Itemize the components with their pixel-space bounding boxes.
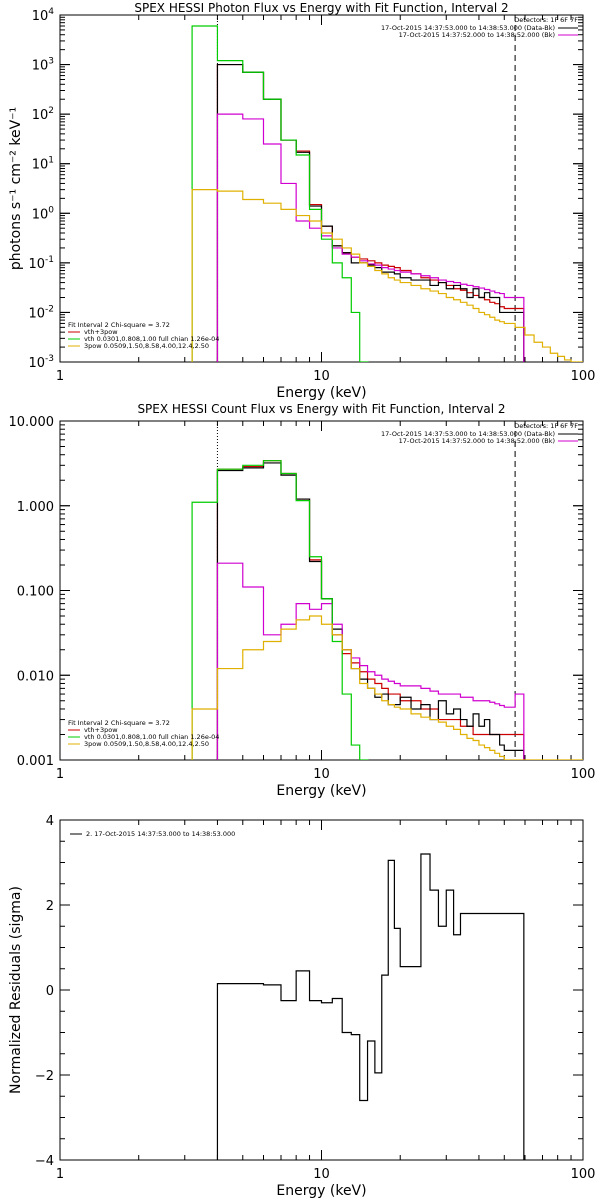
- y-axis-label: photons s⁻¹ cm⁻² keV⁻¹: [8, 107, 24, 270]
- legend-entry: 17-Oct-2015 14:37:53.000 to 14:38:53.000…: [381, 430, 555, 438]
- series-3pow: [191, 189, 583, 362]
- series-vth: [191, 460, 369, 760]
- legend-entry: vth+3pow: [84, 328, 118, 336]
- y-tick-label: 10-2: [28, 304, 54, 321]
- x-tick-label: 1: [56, 767, 64, 782]
- legend-entry: 3pow 0.0509,1.50,8.58,4.00,12.4,2.50: [84, 342, 209, 350]
- y-tick-label: −4: [35, 1154, 54, 1169]
- y-tick-label: 101: [32, 156, 54, 173]
- y-axis-label: Normalized Residuals (sigma): [8, 886, 24, 1094]
- y-tick-label: 1.000: [17, 500, 54, 515]
- legend-header: Fit Interval 2 Chi-square = 3.72: [68, 719, 170, 727]
- x-tick-label: 100: [571, 369, 596, 384]
- y-tick-label: 0: [46, 984, 54, 999]
- x-tick-label: 10: [313, 767, 330, 782]
- y-tick-label: 2: [46, 899, 54, 914]
- y-tick-label: 0.001: [17, 754, 54, 769]
- legend-entry: 3pow 0.0509,1.50,8.58,4.00,12.4,2.50: [84, 740, 209, 748]
- y-tick-label: 4: [46, 814, 54, 829]
- plot-frame: [59, 819, 584, 1161]
- plot-frame: [59, 14, 584, 363]
- x-tick-label: 1: [56, 369, 64, 384]
- series-2-17-oct-2015-14-37-53-000-to-14-38-53-000: [216, 853, 525, 1160]
- legend-header: Detectors: 1F 6F 7F: [514, 422, 578, 430]
- legend-header: Detectors: 1F 6F 7F: [514, 16, 578, 24]
- y-tick-label: 0.100: [17, 585, 54, 600]
- legend-entry: 17-Oct-2015 14:37:52.000 to 14:38:52.000…: [399, 437, 555, 445]
- legend-entry: 17-Oct-2015 14:37:52.000 to 14:38:52.000…: [399, 31, 555, 39]
- y-tick-label: 102: [32, 106, 54, 123]
- series-data-bk: [216, 63, 525, 362]
- x-axis-label: Energy (keV): [276, 385, 366, 401]
- x-tick-label: 10: [313, 369, 330, 384]
- y-tick-label: 104: [32, 7, 55, 24]
- series-vth: [191, 25, 369, 362]
- legend-entry: vth+3pow: [84, 726, 118, 734]
- y-tick-label: 103: [32, 57, 54, 74]
- chart-panel-3: 1 10 100 Energy (keV) −4 −2 0 2 4 Normalized Resi…: [8, 814, 595, 1199]
- x-tick-label: 100: [571, 1167, 596, 1182]
- y-tick-label: 10-3: [28, 354, 54, 371]
- y-tick-label: −2: [35, 1069, 54, 1084]
- legend-entry: vth 0.0301,0.808,1.00 full chian 1.26e-0…: [84, 335, 219, 343]
- chart-panel-2: SPEX HESSI Count Flux vs Energy with Fit…: [9, 402, 596, 799]
- series-vth-3pow: [216, 63, 525, 362]
- chart-panel-1: SPEX HESSI Photon Flux vs Energy with Fi…: [8, 1, 595, 401]
- legend-header: Fit Interval 2 Chi-square = 3.72: [68, 321, 170, 329]
- chart-title: SPEX HESSI Photon Flux vs Energy with Fi…: [134, 1, 508, 15]
- x-axis-label: Energy (keV): [276, 783, 366, 799]
- series-bk: [216, 562, 525, 760]
- series-bk: [216, 113, 525, 362]
- legend-entry: 2. 17-Oct-2015 14:37:53.000 to 14:38:53.…: [86, 830, 235, 838]
- x-axis-label: Energy (keV): [276, 1183, 366, 1199]
- y-tick-label: 0.010: [17, 669, 54, 684]
- y-tick-label: 10-1: [28, 255, 54, 272]
- legend-entry: 17-Oct-2015 14:37:53.000 to 14:38:53.000…: [381, 24, 555, 32]
- series-3pow: [191, 615, 583, 760]
- chart-title: SPEX HESSI Count Flux vs Energy with Fit…: [137, 402, 505, 416]
- x-tick-label: 100: [571, 767, 596, 782]
- x-tick-label: 1: [56, 1167, 64, 1182]
- y-tick-label: 10.000: [9, 415, 55, 430]
- y-tick-label: 100: [32, 205, 55, 222]
- legend-entry: vth 0.0301,0.808,1.00 full chian 1.26e-0…: [84, 733, 219, 741]
- x-tick-label: 10: [313, 1167, 330, 1182]
